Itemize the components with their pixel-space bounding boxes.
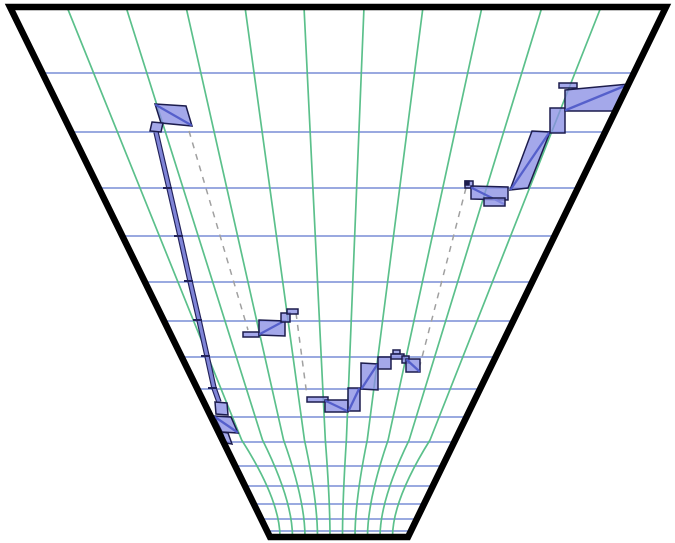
step-c-quad3-diagonal bbox=[405, 358, 421, 373]
step-a-bottom-quad-diagonal bbox=[213, 415, 239, 434]
dashed-connector bbox=[188, 130, 249, 331]
left-strip bbox=[153, 131, 222, 403]
step-d-riser-diagonal bbox=[509, 131, 551, 191]
depth-gridline bbox=[366, 7, 483, 537]
step-d-top-cap bbox=[558, 82, 578, 89]
step-d-notch-dark bbox=[464, 180, 470, 186]
step-d-block bbox=[483, 197, 506, 207]
depth-gridline bbox=[244, 7, 319, 537]
step-b-cap bbox=[286, 308, 299, 315]
step-a-small-step bbox=[149, 121, 164, 133]
depth-gridline bbox=[66, 7, 281, 537]
depth-gridline bbox=[125, 7, 294, 537]
step-c-quad2-diagonal bbox=[360, 363, 379, 390]
step-d-wide-quad bbox=[470, 185, 509, 201]
dashed-connectors bbox=[188, 130, 467, 397]
step-d-mid-block bbox=[549, 107, 566, 134]
funnel-interior bbox=[39, 7, 637, 537]
horizontal-gridlines bbox=[39, 72, 637, 532]
depth-gridline bbox=[185, 7, 306, 537]
depth-gridline bbox=[379, 7, 543, 537]
funnel-border bbox=[4, 3, 672, 541]
step-b-bar bbox=[242, 331, 260, 338]
step-shapes bbox=[149, 82, 631, 445]
step-b-quad-diagonal bbox=[258, 319, 286, 336]
step-c-block2 bbox=[377, 356, 392, 370]
step-c-block1-diagonal bbox=[347, 387, 361, 412]
step-a-top-quad-diagonal bbox=[154, 103, 193, 127]
dashed-connector bbox=[295, 312, 308, 397]
depth-gridlines bbox=[66, 7, 602, 537]
depth-gridline bbox=[391, 7, 602, 537]
depth-gridline bbox=[354, 7, 424, 537]
strip-fill bbox=[154, 131, 221, 403]
depth-gridline bbox=[303, 7, 331, 537]
step-a-low-block bbox=[214, 401, 229, 416]
depth-gridline bbox=[341, 7, 365, 537]
step-c-quad1-diagonal bbox=[324, 399, 349, 413]
step-d-top-band-diagonal bbox=[564, 83, 629, 112]
